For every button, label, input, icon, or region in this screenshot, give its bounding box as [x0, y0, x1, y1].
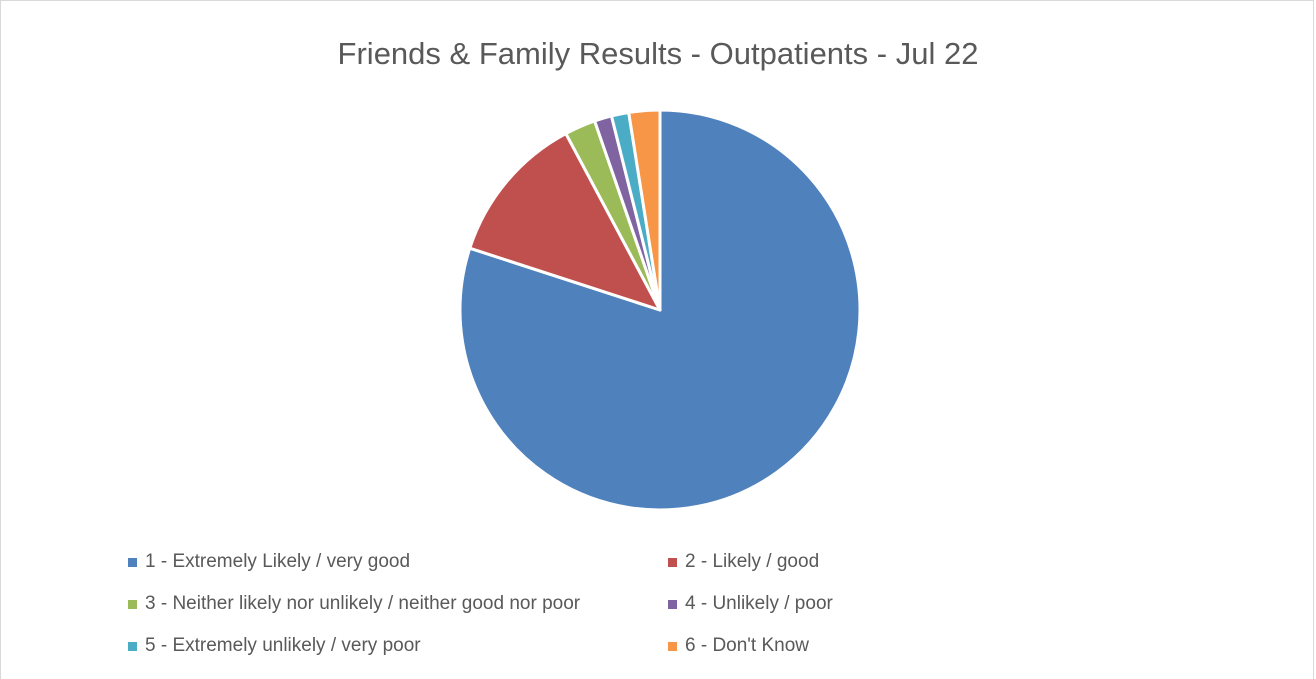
legend-swatch	[668, 641, 677, 651]
legend-label: 1 - Extremely Likely / very good	[145, 551, 411, 572]
legend-item-5: 5 - Extremely unlikely / very poor	[128, 632, 668, 660]
legend-label: 6 - Don't Know	[685, 635, 810, 656]
legend-swatch	[668, 599, 677, 609]
legend-label: 3 - Neither likely nor unlikely / neithe…	[145, 593, 581, 614]
legend-label: 2 - Likely / good	[685, 551, 820, 572]
legend-item-4: 4 - Unlikely / poor	[668, 590, 928, 618]
legend-swatch	[128, 557, 137, 567]
chart-title: Friends & Family Results - Outpatients -…	[337, 36, 979, 71]
legend-label: 4 - Unlikely / poor	[685, 593, 833, 614]
legend-swatch	[128, 599, 137, 609]
legend-item-2: 2 - Likely / good	[668, 548, 928, 576]
legend-item-6: 6 - Don't Know	[668, 632, 928, 660]
pie-slice-6	[627, 108, 662, 312]
pie-slice-2	[468, 132, 662, 312]
legend-swatch	[128, 641, 137, 651]
chart-legend: 1 - Extremely Likely / very good 2 - Like…	[128, 548, 928, 660]
legend-label: 5 - Extremely unlikely / very poor	[145, 635, 421, 656]
legend-item-3: 3 - Neither likely nor unlikely / neithe…	[128, 590, 668, 618]
legend-item-1: 1 - Extremely Likely / very good	[128, 548, 668, 576]
legend-swatch	[668, 557, 677, 567]
